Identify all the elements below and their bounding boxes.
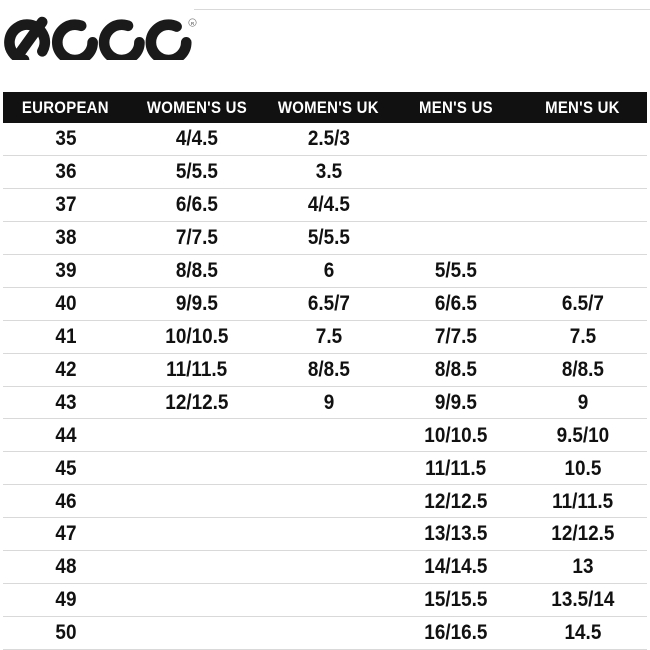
svg-text:R: R bbox=[191, 21, 195, 26]
